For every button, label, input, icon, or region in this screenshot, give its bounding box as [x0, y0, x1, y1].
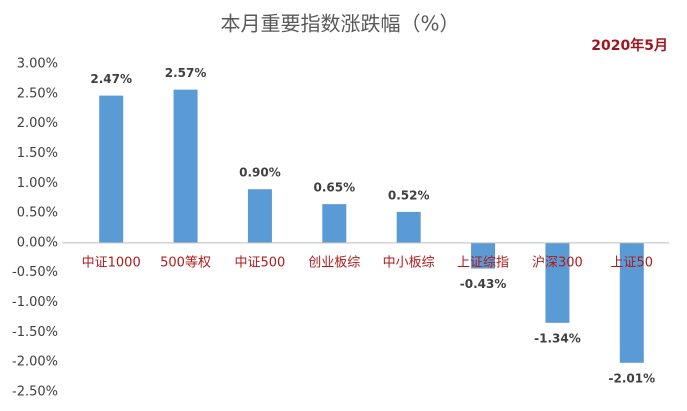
- x-tick-label: 上证50: [611, 255, 654, 270]
- x-tick-label: 沪深300: [532, 254, 583, 270]
- bar: [99, 95, 124, 243]
- bar: [247, 189, 272, 243]
- y-tick-label: 2.50%: [17, 86, 58, 101]
- bar: [471, 242, 496, 269]
- data-label: -0.43%: [460, 277, 507, 291]
- x-tick-label: 中证1000: [82, 255, 141, 270]
- data-label: 0.52%: [388, 188, 430, 202]
- y-tick-label: 0.00%: [17, 235, 58, 250]
- y-tick-label: -0.50%: [12, 265, 58, 280]
- x-tick-label: 上证综指: [457, 255, 509, 270]
- y-tick-label: 2.00%: [17, 116, 58, 131]
- y-tick-label: -2.00%: [12, 355, 58, 370]
- data-label: 2.57%: [165, 66, 207, 80]
- data-label: -2.01%: [609, 371, 656, 385]
- bar: [173, 89, 198, 243]
- y-tick-label: 0.50%: [17, 206, 58, 221]
- x-tick-label: 中证500: [235, 255, 286, 270]
- bar: [619, 242, 644, 363]
- bar: [396, 211, 421, 243]
- y-tick-label: -2.50%: [12, 385, 58, 400]
- y-tick-label: 1.00%: [17, 176, 58, 191]
- y-tick-label: 1.50%: [17, 146, 58, 161]
- x-tick-label: 创业板综: [308, 255, 360, 270]
- bar: [322, 204, 347, 243]
- x-tick-label: 中小板综: [383, 255, 435, 270]
- y-tick-label: -1.00%: [12, 295, 58, 310]
- data-label: 0.65%: [313, 181, 355, 195]
- annotation: 2020年5月: [591, 37, 668, 54]
- y-tick-label: 3.00%: [17, 57, 58, 72]
- bar: [545, 242, 570, 323]
- y-tick-label: -1.50%: [12, 325, 58, 340]
- x-tick-label: 500等权: [160, 254, 211, 270]
- chart-title: 本月重要指数涨跌幅（%）: [220, 12, 459, 36]
- data-label: 2.47%: [90, 72, 132, 86]
- data-label: 0.90%: [239, 166, 281, 180]
- data-label: -1.34%: [534, 331, 581, 345]
